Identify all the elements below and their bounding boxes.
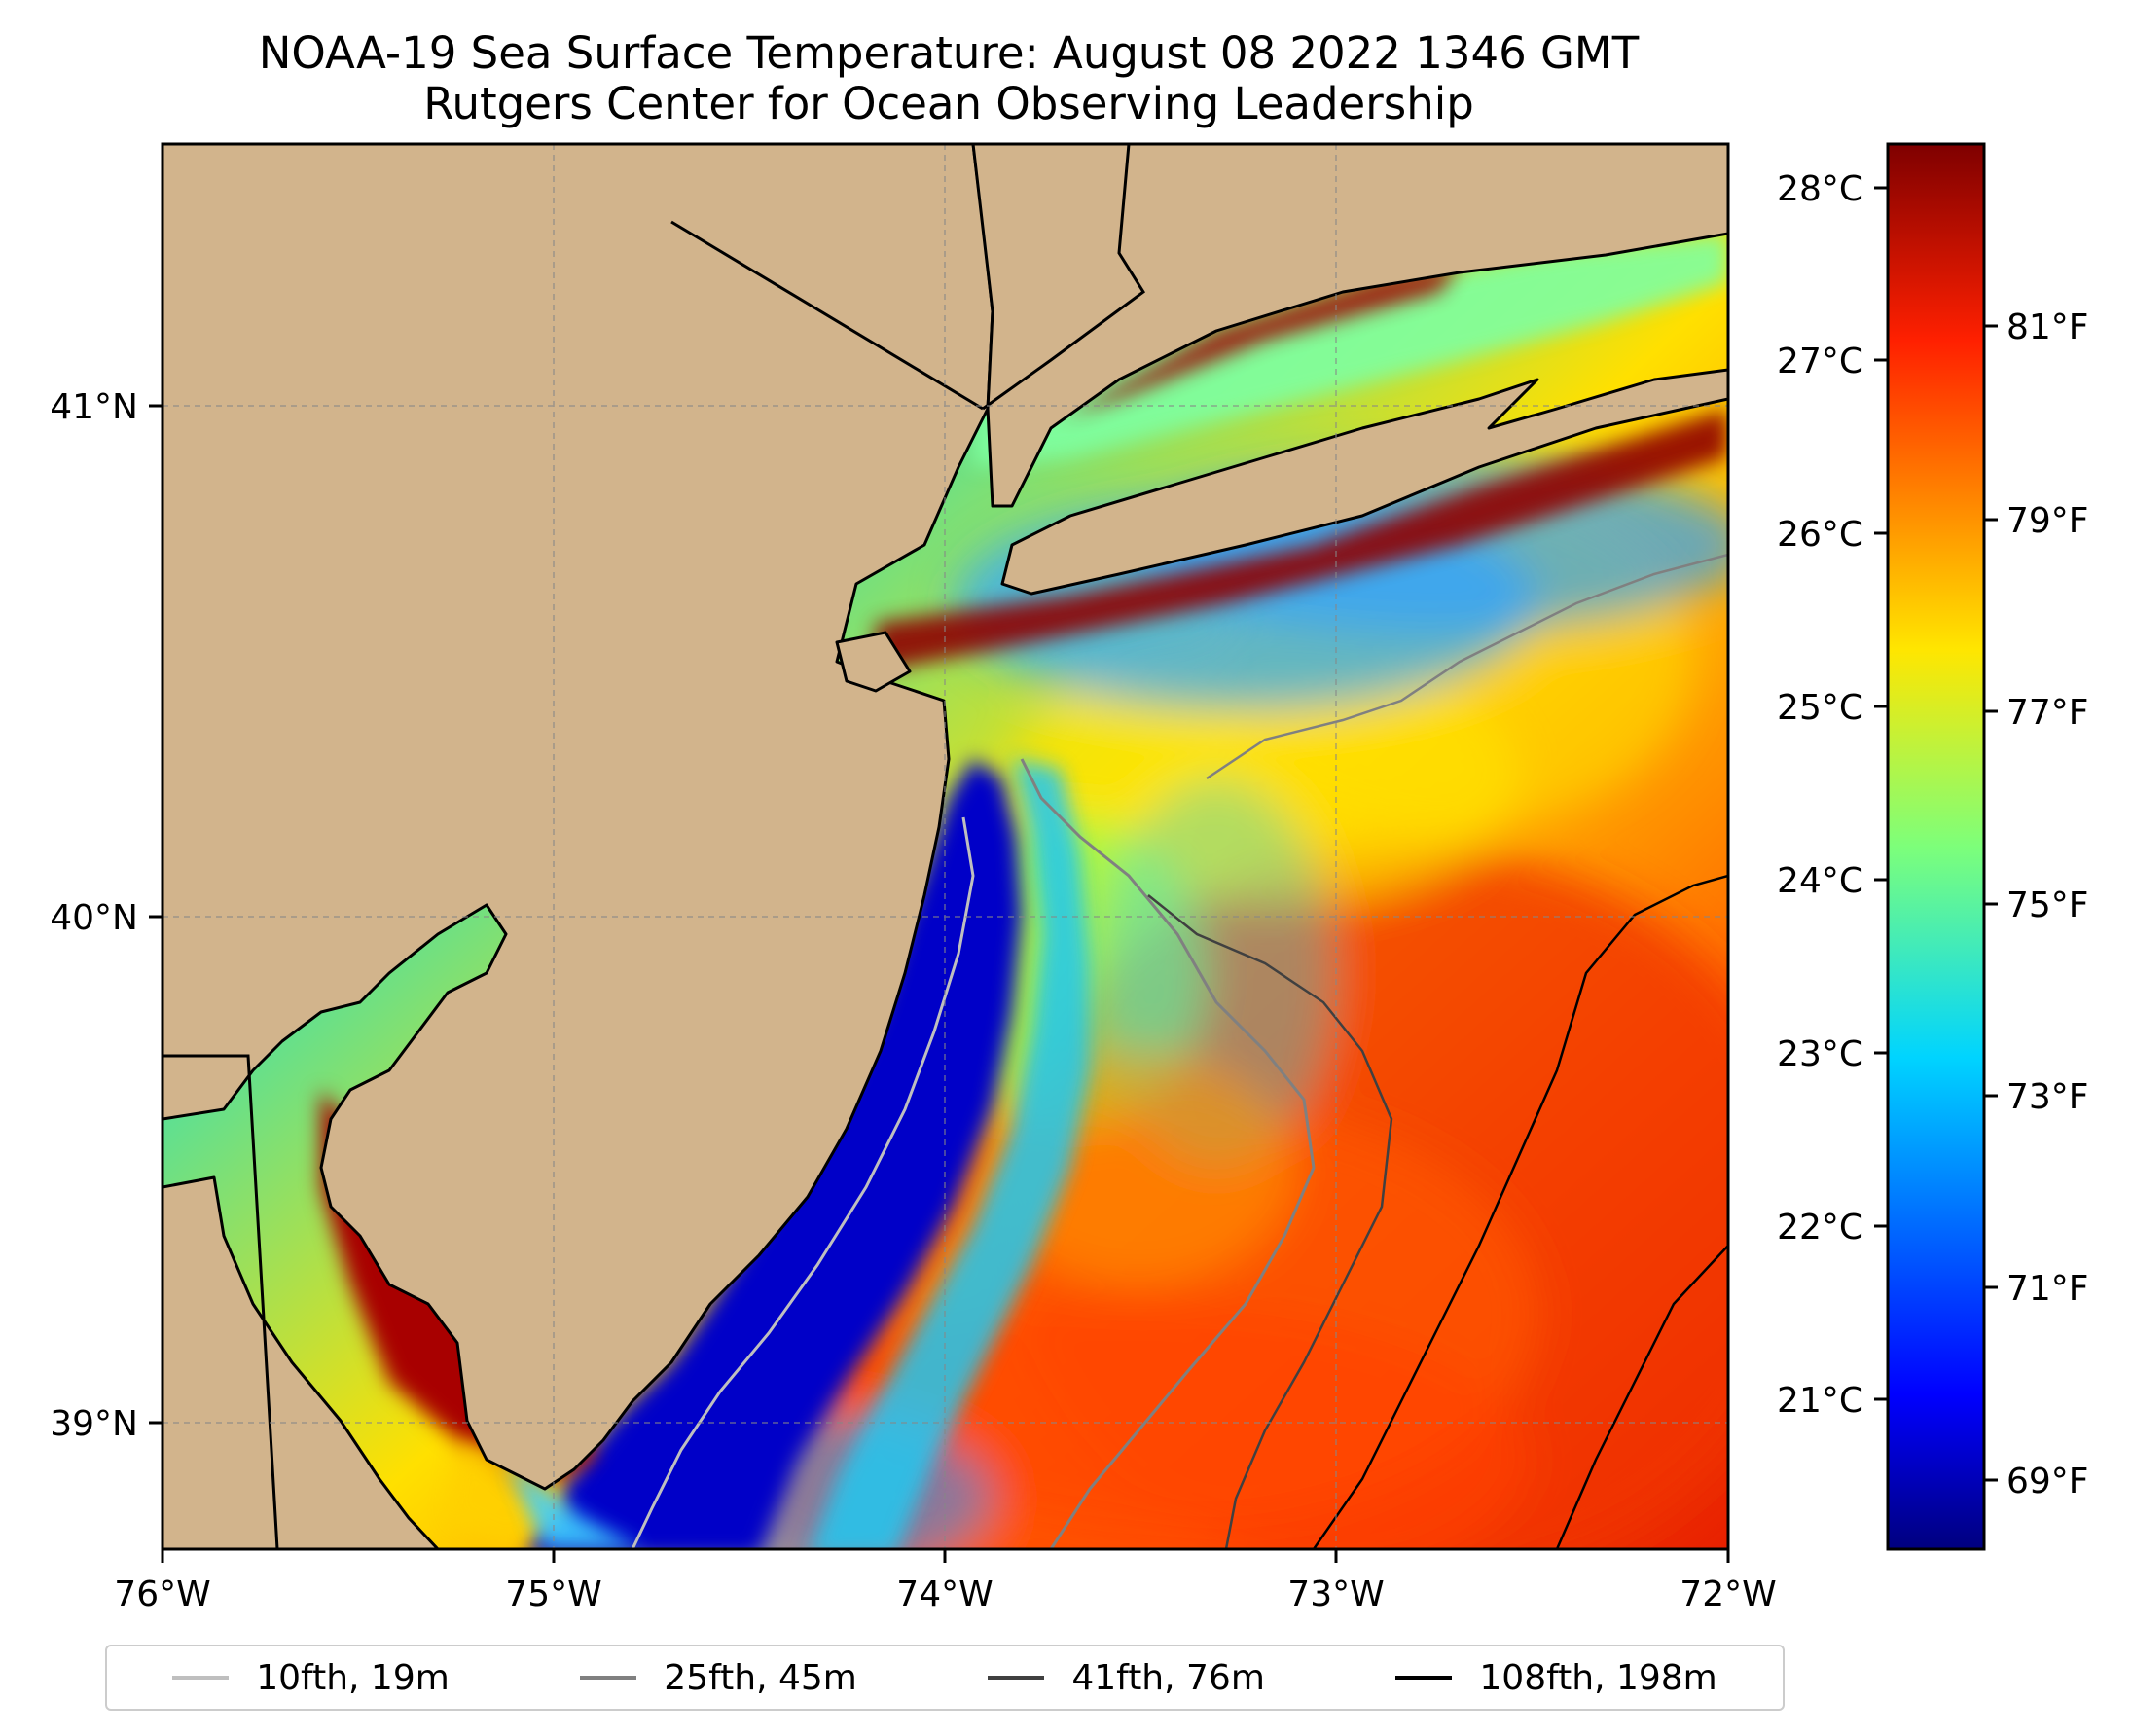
lat-tick-label: 40°N <box>50 898 138 938</box>
legend-item-25fth: 25fth, 45m <box>580 1658 857 1698</box>
legend-item-10fth: 10fth, 19m <box>172 1658 450 1698</box>
map-title: NOAA-19 Sea Surface Temperature: August … <box>258 27 1640 79</box>
bathymetry-contours <box>631 553 1728 1549</box>
celsius-tick-label: 26°C <box>1777 515 1863 555</box>
celsius-ticks <box>1874 186 1888 1401</box>
map-subtitle: Rutgers Center for Ocean Observing Leade… <box>423 78 1474 129</box>
lat-tick-label: 39°N <box>50 1404 138 1444</box>
legend-line-swatch <box>172 1676 230 1680</box>
lon-tick-label: 74°W <box>896 1574 993 1614</box>
fahrenheit-tick-label: 77°F <box>2006 693 2089 733</box>
celsius-tick-label: 22°C <box>1777 1208 1863 1248</box>
legend-label: 10fth, 19m <box>256 1657 450 1698</box>
lon-tick-label: 76°W <box>114 1574 210 1614</box>
legend-item-41fth: 41fth, 76m <box>988 1658 1265 1698</box>
lon-tick-label: 75°W <box>505 1574 601 1614</box>
fahrenheit-tick-label: 75°F <box>2006 886 2089 925</box>
legend-label: 41fth, 76m <box>1071 1657 1265 1698</box>
fahrenheit-tick-label: 69°F <box>2006 1462 2089 1501</box>
land <box>163 144 1728 1549</box>
legend-item-108fth: 108fth, 198m <box>1395 1657 1717 1698</box>
fahrenheit-ticks <box>1984 324 1998 1482</box>
lon-tick-label: 72°W <box>1680 1574 1776 1614</box>
state-boundaries <box>163 144 1146 1549</box>
celsius-tick-label: 24°C <box>1777 861 1863 901</box>
fahrenheit-tick-label: 79°F <box>2006 501 2089 541</box>
contour-legend: 10fth, 19m 25fth, 45m 41fth, 76m 108fth,… <box>105 1645 1785 1711</box>
lon-tick-label: 73°W <box>1287 1574 1384 1614</box>
legend-label: 108fth, 198m <box>1479 1657 1717 1698</box>
lat-tick-label: 41°N <box>50 387 138 427</box>
celsius-tick-label: 25°C <box>1777 688 1863 728</box>
legend-line-swatch <box>988 1676 1045 1680</box>
fahrenheit-tick-label: 71°F <box>2006 1269 2089 1309</box>
legend-line-swatch <box>1395 1676 1453 1680</box>
gridlines <box>163 144 1728 1549</box>
celsius-tick-label: 23°C <box>1777 1034 1863 1074</box>
axis-ticks <box>149 404 1730 1563</box>
fahrenheit-tick-label: 73°F <box>2006 1077 2089 1117</box>
fahrenheit-tick-label: 81°F <box>2006 307 2089 347</box>
celsius-tick-label: 27°C <box>1777 342 1863 381</box>
colorbar <box>1886 142 1986 1551</box>
celsius-tick-label: 28°C <box>1777 169 1863 209</box>
legend-line-swatch <box>580 1676 637 1680</box>
legend-label: 25fth, 45m <box>664 1657 857 1698</box>
celsius-tick-label: 21°C <box>1777 1381 1863 1421</box>
